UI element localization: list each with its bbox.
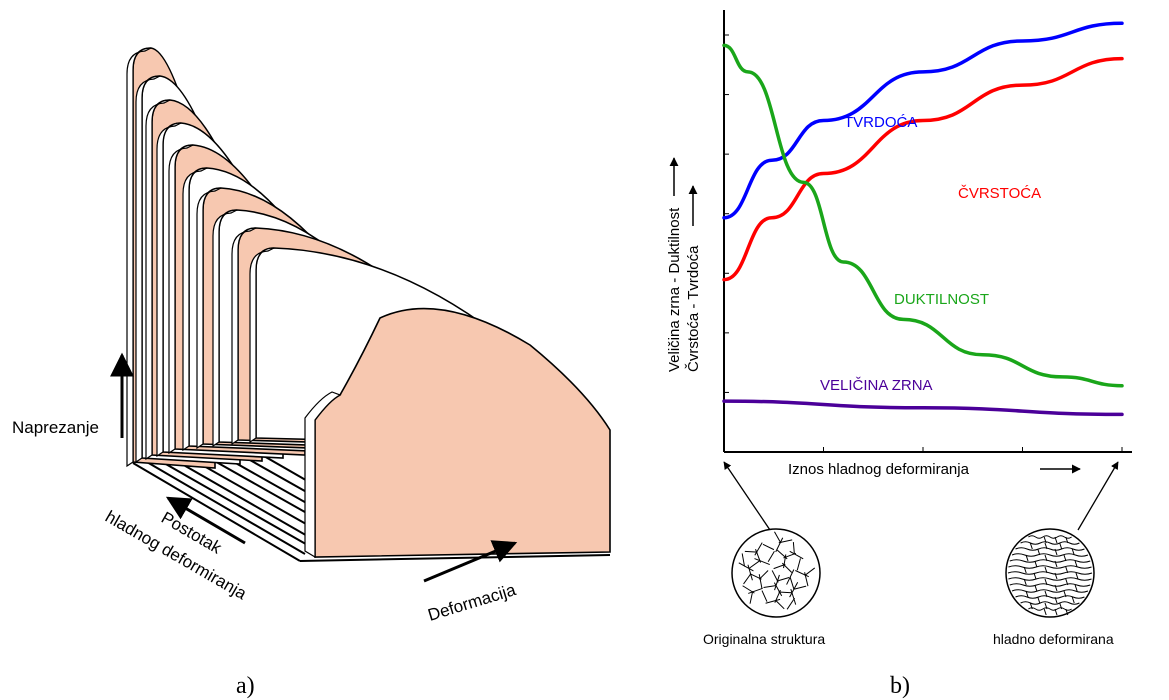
series-label: TVRDOĆA [844,114,917,131]
series-label: DUKTILNOST [894,291,989,308]
series-line-čvrstoća [724,59,1122,280]
series-labels: TVRDOĆA ČVRSTOĆA DUKTILNOST VELIČINA ZRNA [820,114,1041,394]
property-chart: TVRDOĆA ČVRSTOĆA DUKTILNOST VELIČINA ZRNA V… [666,10,1132,699]
pointer-original [724,462,770,530]
series-label: ČVRSTOĆA [958,185,1041,202]
series-lines [724,23,1122,414]
y-axis-label-2: Čvrstoća - Tvrdoća [685,245,702,372]
x-axis-label: Iznos hladnog deformiranja [788,461,970,478]
caption-a: a) [236,673,255,699]
deformed-grain-icon [1006,529,1094,617]
caption-b: b) [890,673,910,699]
series-line-veličina zrna [724,401,1122,414]
grain-structure-icon [732,529,820,617]
stress-strain-3d-diagram: Naprezanje Postotak hladnog deformiranja… [12,48,610,699]
stress-strain-slabs [127,48,610,557]
pointer-deformed [1078,462,1118,530]
y-axis-label-group: Veličina zrna - Duktilnost Čvrstoća - Tv… [666,158,702,372]
strain-axis-label: Deformacija [426,580,519,625]
micro-left-label: Originalna struktura [703,631,825,647]
y-axis-label-1: Veličina zrna - Duktilnost [666,207,683,372]
stress-axis-label: Naprezanje [12,418,99,437]
micro-right-label: hladno deformirana [993,631,1114,647]
series-label: VELIČINA ZRNA [820,377,933,394]
